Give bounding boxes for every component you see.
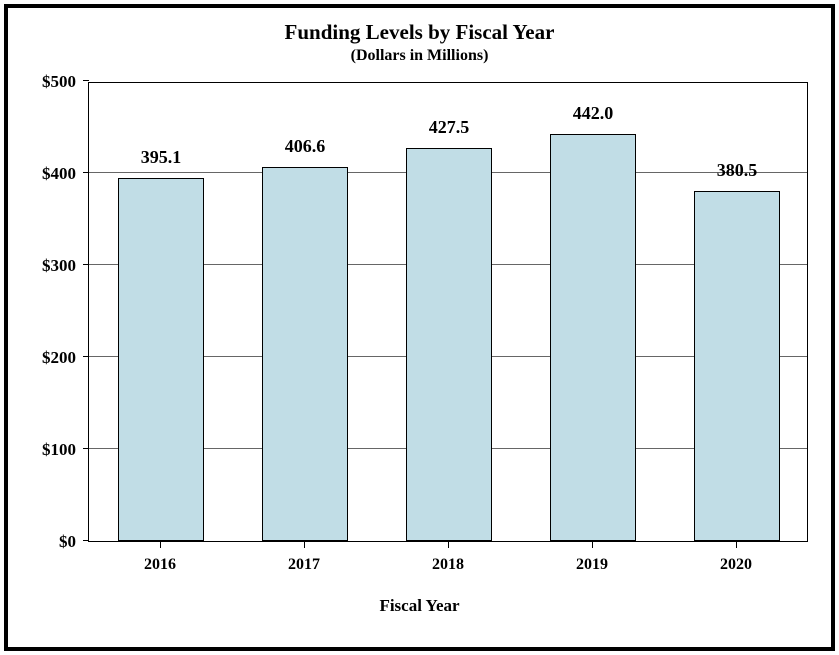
bar	[262, 167, 348, 541]
y-tick-label: $500	[42, 72, 76, 92]
bar	[406, 148, 492, 541]
bar	[694, 191, 780, 541]
x-tick-label: 2019	[576, 556, 608, 574]
bar-value-label: 395.1	[141, 147, 182, 168]
x-tick	[736, 542, 737, 548]
y-tick	[83, 172, 89, 173]
bar-value-label: 406.6	[285, 136, 326, 157]
bars-container: 395.1 406.6 427.5 442.0 380.5	[89, 83, 807, 541]
chart-frame: Funding Levels by Fiscal Year (Dollars i…	[4, 4, 835, 651]
y-tick-label: $200	[42, 348, 76, 368]
x-tick	[592, 542, 593, 548]
bar	[118, 178, 204, 541]
y-axis-labels: $0$100$200$300$400$500	[8, 82, 82, 542]
bar-value-label: 380.5	[717, 160, 758, 181]
plot-area: 395.1 406.6 427.5 442.0 380.5	[88, 82, 808, 542]
y-tick	[83, 448, 89, 449]
x-tick-label: 2016	[144, 556, 176, 574]
x-tick	[160, 542, 161, 548]
chart-title: Funding Levels by Fiscal Year	[8, 8, 831, 45]
bar-value-label: 442.0	[573, 103, 614, 124]
x-tick-label: 2020	[720, 556, 752, 574]
y-tick-label: $400	[42, 164, 76, 184]
y-tick-label: $300	[42, 256, 76, 276]
x-axis-title: Fiscal Year	[8, 596, 831, 616]
y-tick	[83, 356, 89, 357]
y-tick	[83, 80, 89, 81]
x-axis-labels: 2016 2017 2018 2019 2020	[88, 548, 808, 578]
y-tick	[83, 540, 89, 541]
bar	[550, 134, 636, 541]
chart-subtitle: (Dollars in Millions)	[8, 47, 831, 65]
y-tick-label: $100	[42, 440, 76, 460]
x-tick	[448, 542, 449, 548]
x-tick-label: 2018	[432, 556, 464, 574]
y-tick-label: $0	[59, 532, 76, 552]
x-tick	[304, 542, 305, 548]
x-tick-label: 2017	[288, 556, 320, 574]
bar-value-label: 427.5	[429, 117, 470, 138]
y-tick	[83, 264, 89, 265]
